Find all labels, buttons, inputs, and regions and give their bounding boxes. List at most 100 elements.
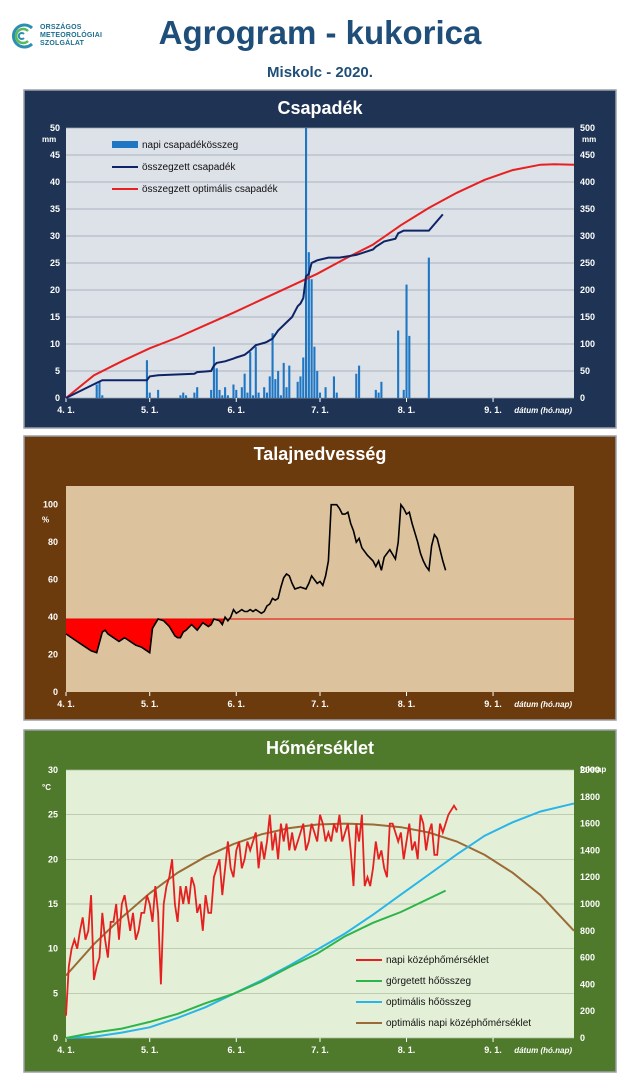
x-axis-label: dátum (hó.nap) xyxy=(514,406,572,415)
precip-bar xyxy=(316,371,319,398)
precip-bar xyxy=(193,392,196,398)
precip-bar xyxy=(232,384,235,398)
page-title: Agrogram - kukorica xyxy=(158,14,482,51)
precip-bar xyxy=(210,389,213,398)
x-tick-label: 8. 1. xyxy=(398,1045,416,1055)
precip-bar xyxy=(196,387,199,398)
legend-label: optimális hőösszeg xyxy=(386,997,471,1008)
legend-label: összegzett csapadék xyxy=(142,162,236,173)
logo-line: METEOROLÓGIAI xyxy=(40,32,103,39)
omsz-logo: ORSZÁGOS METEOROLÓGIAI SZOLGÁLAT xyxy=(10,20,150,60)
temperature-panel: Hőmérséklet 0 5 10 15 20 25 30 0 200 400 600 800 1000… xyxy=(23,729,617,1073)
precip-bar xyxy=(313,346,316,398)
x-tick-label: 6. 1. xyxy=(228,1045,246,1055)
soil-moisture-panel: Talajnedvesség 0 20 40 60 80 100% 4. 1. 5. 1. 6. … xyxy=(23,435,617,721)
precip-bar xyxy=(246,392,249,398)
precip-bar xyxy=(408,335,411,398)
y2-tick-label: 500 xyxy=(580,123,595,133)
y2-tick-label: 200 xyxy=(580,1006,595,1016)
precip-bar xyxy=(377,392,380,398)
y-tick-label: 10 xyxy=(48,944,58,954)
y-tick-label: 20 xyxy=(48,650,58,660)
x-tick-label: 7. 1. xyxy=(311,405,329,415)
precip-bar xyxy=(304,128,308,398)
precip-bar xyxy=(212,346,215,398)
precip-bar xyxy=(226,395,229,398)
y-tick-label: 15 xyxy=(50,312,60,322)
precip-bar xyxy=(405,284,408,398)
y2-tick-label: 1600 xyxy=(580,819,600,829)
y2-tick-label: 400 xyxy=(580,979,595,989)
cumulative-precip-line xyxy=(65,213,444,399)
precip-bar xyxy=(240,387,243,398)
precip-bar xyxy=(184,395,188,398)
x-tick-label: 5. 1. xyxy=(141,405,159,415)
y-tick-label: 50 xyxy=(50,123,60,133)
y-tick-label: 0 xyxy=(53,1033,58,1043)
precip-bar xyxy=(335,392,338,398)
y2-tick-label: 150 xyxy=(580,312,595,322)
omsz-logo-text: ORSZÁGOS METEOROLÓGIAI SZOLGÁLAT xyxy=(40,24,102,48)
optimal-daily-mean-line xyxy=(65,822,575,977)
precip-bar xyxy=(215,368,218,398)
logo-line: ORSZÁGOS xyxy=(40,24,82,31)
x-tick-label: 4. 1. xyxy=(57,1045,75,1055)
y-tick-label: 25 xyxy=(48,810,58,820)
dry-deficit-area xyxy=(158,619,214,638)
y-tick-label: 100 xyxy=(43,500,58,510)
y2-tick-label: 450 xyxy=(580,150,595,160)
x-axis-label: dátum (hó.nap) xyxy=(514,700,572,709)
y2-tick-label: 0 xyxy=(580,1033,585,1043)
x-tick-label: 6. 1. xyxy=(228,699,246,709)
y-axis-unit: mm xyxy=(42,135,56,144)
y-tick-label: 30 xyxy=(50,231,60,241)
y2-tick-label: 800 xyxy=(580,926,595,936)
precip-bar xyxy=(296,381,299,398)
precip-bar xyxy=(271,333,274,398)
precip-bar xyxy=(243,373,246,398)
precip-bar xyxy=(302,357,305,398)
precip-bar xyxy=(358,365,361,398)
precip-bar xyxy=(263,387,266,398)
page-subtitle: Miskolc - 2020. xyxy=(267,64,373,81)
precip-bar xyxy=(307,252,310,398)
x-tick-label: 9. 1. xyxy=(484,1045,502,1055)
precip-bar xyxy=(95,384,98,398)
precip-bar xyxy=(288,365,291,398)
page-header: ORSZÁGOS METEOROLÓGIAI SZOLGÁLAT Agrogra… xyxy=(0,0,640,88)
precip-bar xyxy=(249,352,252,398)
y-tick-label: 0 xyxy=(55,393,60,403)
x-axis-label: dátum (hó.nap) xyxy=(514,1046,572,1055)
precip-bar xyxy=(427,257,430,398)
precip-bar xyxy=(101,395,104,398)
y-tick-label: 30 xyxy=(48,765,58,775)
precip-bar xyxy=(265,392,269,398)
precip-bar xyxy=(397,330,400,398)
y2-tick-label: 1400 xyxy=(580,845,600,855)
y-axis-unit: °C xyxy=(42,783,51,792)
chart-title: Talajnedvesség xyxy=(254,444,387,464)
chart-title: Hőmérséklet xyxy=(266,738,374,758)
x-tick-label: 6. 1. xyxy=(228,405,246,415)
y2-tick-label: 350 xyxy=(580,204,595,214)
y2-axis-unit: mm xyxy=(582,135,596,144)
x-tick-label: 8. 1. xyxy=(398,405,416,415)
legend-label: összegzett optimális csapadék xyxy=(142,184,279,195)
precip-bar xyxy=(380,381,383,398)
y-tick-label: 5 xyxy=(53,988,58,998)
precip-bar xyxy=(402,389,405,398)
legend-label: optimális napi középhőmérséklet xyxy=(386,1018,531,1029)
legend-swatch-bar xyxy=(112,141,138,148)
legend-label: görgetett hőösszeg xyxy=(386,976,471,987)
y2-tick-label: 1000 xyxy=(580,899,600,909)
precip-bar xyxy=(355,373,358,398)
y-tick-label: 10 xyxy=(50,339,60,349)
y2-tick-label: 1800 xyxy=(580,792,600,802)
x-tick-label: 8. 1. xyxy=(398,699,416,709)
x-tick-label: 7. 1. xyxy=(311,699,329,709)
precip-bar xyxy=(179,395,182,398)
precip-bar xyxy=(277,371,280,398)
omsz-logo-icon xyxy=(12,23,34,49)
y-tick-label: 40 xyxy=(48,612,58,622)
precip-bar xyxy=(274,379,277,398)
